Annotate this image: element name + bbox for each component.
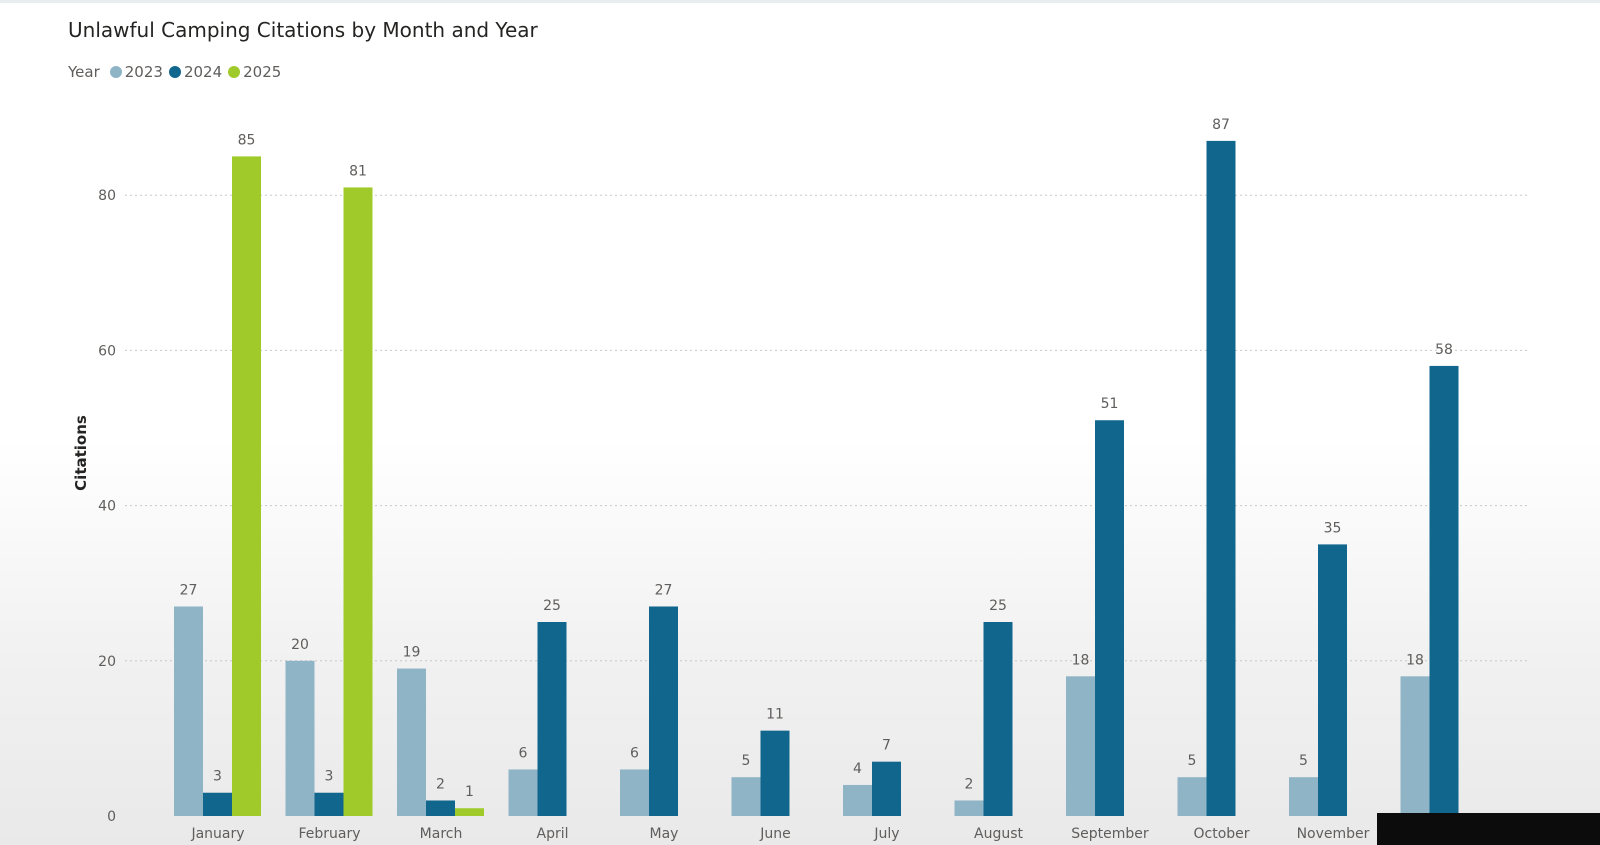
data-label-2025-january: 85	[238, 132, 256, 148]
top-border	[0, 0, 1600, 3]
data-label-2023-october: 5	[1188, 753, 1197, 769]
data-label-2024-july: 7	[882, 738, 891, 754]
legend-item-2024[interactable]: 2024	[168, 63, 223, 81]
data-label-2024-december: 58	[1435, 342, 1453, 358]
bar-2023-september[interactable]	[1066, 676, 1095, 816]
bar-2023-december[interactable]	[1400, 676, 1430, 816]
data-label-2024-february: 3	[325, 769, 334, 785]
x-tick-label-january: January	[190, 826, 244, 842]
bar-2023-april[interactable]	[508, 769, 538, 816]
data-label-2023-april: 6	[519, 745, 528, 761]
data-label-2023-june: 5	[742, 753, 751, 769]
data-label-2024-august: 25	[989, 598, 1007, 614]
bar-2024-october[interactable]	[1206, 140, 1236, 816]
y-tick-label-80: 80	[98, 188, 116, 204]
data-label-2025-march: 1	[465, 784, 474, 800]
data-label-2023-january: 27	[180, 582, 198, 598]
data-label-2023-august: 2	[965, 776, 974, 792]
y-tick-label-60: 60	[98, 343, 116, 359]
data-label-2024-january: 3	[213, 769, 222, 785]
y-tick-label-40: 40	[98, 499, 116, 515]
bar-2023-march[interactable]	[397, 668, 426, 816]
bar-2023-october[interactable]	[1177, 777, 1207, 816]
overlay-badge	[1377, 813, 1600, 845]
bar-2023-february[interactable]	[285, 660, 315, 816]
data-label-2024-november: 35	[1324, 520, 1342, 536]
data-label-2023-september: 18	[1072, 652, 1090, 668]
bar-2025-march[interactable]	[455, 808, 484, 816]
x-tick-label-may: May	[650, 826, 679, 842]
data-label-2023-may: 6	[630, 745, 639, 761]
data-label-2024-june: 11	[766, 707, 784, 723]
data-label-2024-september: 51	[1101, 396, 1119, 412]
x-tick-label-march: March	[420, 826, 463, 842]
bar-2024-may[interactable]	[649, 606, 678, 816]
bar-2024-june[interactable]	[760, 730, 790, 816]
legend-dot-2023	[109, 66, 122, 78]
x-tick-label-september: September	[1071, 826, 1149, 842]
legend-label-2025: 2025	[243, 63, 282, 81]
legend-label-2024: 2024	[183, 63, 223, 81]
bar-2024-march[interactable]	[426, 800, 455, 816]
bar-2024-november[interactable]	[1318, 544, 1347, 816]
bar-2023-november[interactable]	[1289, 777, 1318, 816]
data-label-2025-february: 81	[349, 163, 367, 179]
data-label-2023-july: 4	[853, 761, 862, 777]
bar-2024-january[interactable]	[203, 792, 232, 816]
bar-2024-february[interactable]	[314, 792, 344, 816]
data-label-2024-march: 2	[436, 776, 445, 792]
legend-item-2025[interactable]: 2025	[228, 63, 281, 81]
chart-title: Unlawful Camping Citations by Month and …	[68, 18, 538, 42]
x-tick-label-february: February	[298, 826, 360, 842]
data-label-2024-october: 87	[1212, 117, 1230, 133]
bar-2023-july[interactable]	[843, 784, 872, 816]
legend-item-2023[interactable]: 2023	[109, 63, 163, 81]
legend: Year 2023 2024 2025	[68, 62, 287, 82]
x-tick-label-august: August	[974, 826, 1024, 842]
bar-2024-july[interactable]	[872, 761, 901, 816]
data-label-2023-february: 20	[291, 637, 309, 653]
bar-2025-january[interactable]	[232, 156, 261, 816]
legend-label-2023: 2023	[124, 63, 163, 81]
legend-dot-2024	[168, 66, 181, 78]
bar-2024-december[interactable]	[1429, 365, 1459, 816]
bar-2024-september[interactable]	[1095, 420, 1124, 816]
bar-2023-january[interactable]	[174, 606, 203, 816]
data-label-2024-april: 25	[543, 598, 561, 614]
bar-2025-february[interactable]	[343, 187, 373, 816]
legend-dot-2025	[228, 66, 241, 78]
bar-2024-august[interactable]	[983, 622, 1013, 816]
y-tick-label-20: 20	[98, 654, 116, 670]
x-tick-label-june: June	[759, 826, 791, 842]
bar-2024-april[interactable]	[537, 622, 567, 816]
y-tick-label-0: 0	[107, 809, 116, 825]
data-label-2023-november: 5	[1299, 753, 1308, 769]
data-label-2023-december: 18	[1406, 652, 1424, 668]
bar-2023-june[interactable]	[731, 777, 761, 816]
x-tick-label-october: October	[1193, 826, 1249, 842]
x-tick-label-november: November	[1297, 826, 1370, 842]
x-tick-label-april: April	[537, 826, 569, 842]
data-label-2024-may: 27	[655, 582, 673, 598]
bar-2023-august[interactable]	[954, 800, 984, 816]
data-label-2023-march: 19	[403, 645, 421, 661]
legend-title: Year	[68, 63, 100, 81]
x-tick-label-july: July	[873, 826, 899, 842]
bar-2023-may[interactable]	[620, 769, 649, 816]
y-axis-title: Citations	[72, 415, 90, 491]
